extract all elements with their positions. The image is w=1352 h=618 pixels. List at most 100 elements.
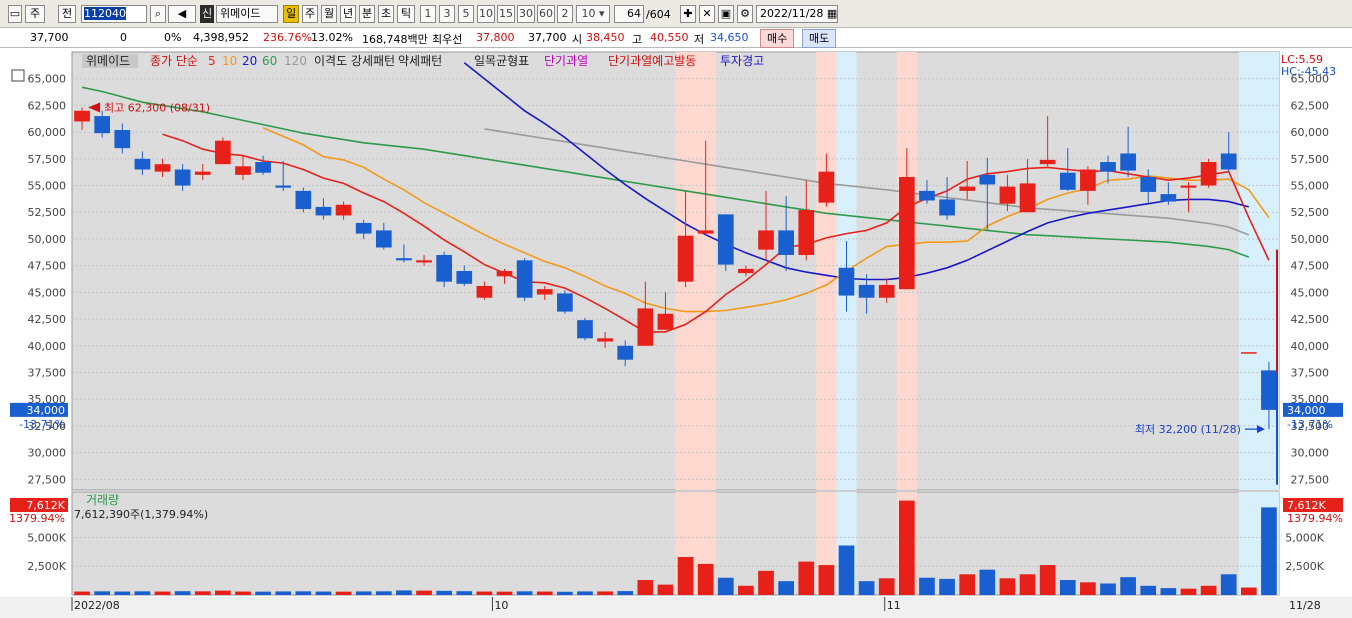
gear-icon[interactable]: ⚙ <box>737 5 753 23</box>
period-month[interactable]: 월 <box>321 5 337 23</box>
count-input[interactable]: 64 <box>614 5 644 23</box>
zoom-icon[interactable]: ✚ <box>680 5 696 23</box>
price-tick-left: 47,500 <box>28 260 67 273</box>
candle-body <box>235 166 251 175</box>
candle-body <box>295 190 312 210</box>
volume-value-right: 7,612K <box>1287 499 1326 512</box>
candle-body <box>959 186 976 191</box>
interval-5-label: 5 <box>462 7 470 20</box>
volume-bar <box>557 591 573 595</box>
sell-button[interactable]: 매도 <box>802 29 837 48</box>
volume-bar <box>215 590 231 595</box>
volume-bar <box>677 557 694 595</box>
all-select[interactable]: 전 <box>58 5 76 23</box>
current-price-left: 34,000 <box>27 404 66 417</box>
date-value: 2022/11/28 <box>760 7 824 20</box>
volume-bar <box>275 591 292 595</box>
warning-zone <box>1238 52 1279 490</box>
price-tick-right: 27,500 <box>1291 473 1330 486</box>
market-label: 주 <box>29 7 41 20</box>
candle-body <box>536 289 553 295</box>
interval-10[interactable]: 10 <box>477 5 495 23</box>
interval-2-label: 2 <box>561 7 569 20</box>
market-select[interactable]: 주 <box>25 5 45 23</box>
interval-3[interactable]: 3 <box>439 5 455 23</box>
candle-body <box>878 284 895 298</box>
current-price-badge-right <box>1283 402 1343 417</box>
candle-body <box>1100 162 1116 172</box>
price-tick-left: 65,000 <box>28 73 67 86</box>
best-bid: 37,700 <box>528 31 567 44</box>
volume-bar <box>778 581 794 595</box>
trade-amount: 168,748백만 <box>362 33 428 46</box>
price-tick-right: 45,000 <box>1291 286 1330 299</box>
volume-bar <box>355 591 372 595</box>
candle-body <box>134 158 151 170</box>
window-icon[interactable]: ▭ <box>8 5 22 23</box>
candle-body <box>416 260 432 263</box>
volume-bar <box>396 590 412 595</box>
price-tick-right: 60,000 <box>1291 126 1330 139</box>
candle-body <box>1220 153 1237 170</box>
candle-body <box>114 129 131 149</box>
candle-body <box>798 210 815 255</box>
interval-10-label: 10 <box>479 7 493 20</box>
volume-bar <box>657 584 674 595</box>
info-bar: 37,700 0 0% 4,398,952 236.76% 13.02% 168… <box>0 28 1352 48</box>
buy-button[interactable]: 매수 <box>760 29 795 48</box>
price-tick-left: 37,500 <box>28 366 67 379</box>
volume-pct-left: 1379.94% <box>9 512 65 525</box>
high-price: 40,550 <box>650 31 689 44</box>
volume-bar <box>1180 588 1197 595</box>
interval-30[interactable]: 30 <box>517 5 535 23</box>
volume-bar <box>697 563 714 595</box>
volume-bar <box>94 591 111 595</box>
volume: 4,398,952 <box>193 31 249 44</box>
volume-bar <box>1100 583 1116 595</box>
date-input[interactable]: 2022/11/28 ▦ <box>756 5 838 23</box>
price-tick-left: 55,000 <box>28 180 67 193</box>
volume-tick-left: 5,000K <box>27 531 66 544</box>
count-total: /604 <box>646 8 671 21</box>
volume-badge-right <box>1283 498 1343 512</box>
period-year[interactable]: 년 <box>340 5 356 23</box>
legend-item: 이격도 강세패턴 <box>314 54 395 68</box>
stock-code-input[interactable]: 112040 <box>81 5 147 23</box>
search-icon[interactable]: ⌕ <box>150 5 166 23</box>
volume-bar <box>858 581 875 595</box>
interval-2[interactable]: 2 <box>557 5 573 23</box>
cross-icon[interactable]: ✕ <box>699 5 715 23</box>
volume-bar <box>577 591 593 595</box>
high-annotation: 최고 62,300 (08/31) <box>104 102 210 115</box>
period-day[interactable]: 일 <box>283 5 299 23</box>
candle-body <box>1261 370 1277 410</box>
volume-bar <box>597 591 613 595</box>
period-tick[interactable]: 틱 <box>397 5 415 23</box>
interval-select[interactable]: 10 ▾ <box>576 5 610 23</box>
interval-5[interactable]: 5 <box>458 5 474 23</box>
interval-60-label: 60 <box>539 7 553 20</box>
volume-bar <box>74 591 90 595</box>
volume-bar <box>134 591 151 595</box>
price-tick-right: 57,500 <box>1291 153 1330 166</box>
period-second[interactable]: 초 <box>378 5 394 23</box>
current-price-right: 34,000 <box>1287 404 1326 417</box>
turnover-rate: 13.02% <box>311 31 353 44</box>
interval-60[interactable]: 60 <box>537 5 555 23</box>
period-minute[interactable]: 분 <box>359 5 375 23</box>
save-icon[interactable]: ▣ <box>718 5 734 23</box>
candle-body <box>335 204 352 216</box>
volume-bar <box>255 591 271 595</box>
candle-body <box>999 186 1016 204</box>
candle-body <box>436 254 453 282</box>
volume-pct-right: 1379.94% <box>1287 512 1343 525</box>
period-week[interactable]: 주 <box>302 5 318 23</box>
interval-1[interactable]: 1 <box>420 5 436 23</box>
candle-body <box>215 140 231 165</box>
high-arrow <box>88 102 101 113</box>
volume-bar <box>235 591 251 595</box>
volume-bar <box>1039 565 1056 595</box>
speaker-icon[interactable]: ◀ <box>168 5 196 23</box>
interval-15[interactable]: 15 <box>497 5 515 23</box>
